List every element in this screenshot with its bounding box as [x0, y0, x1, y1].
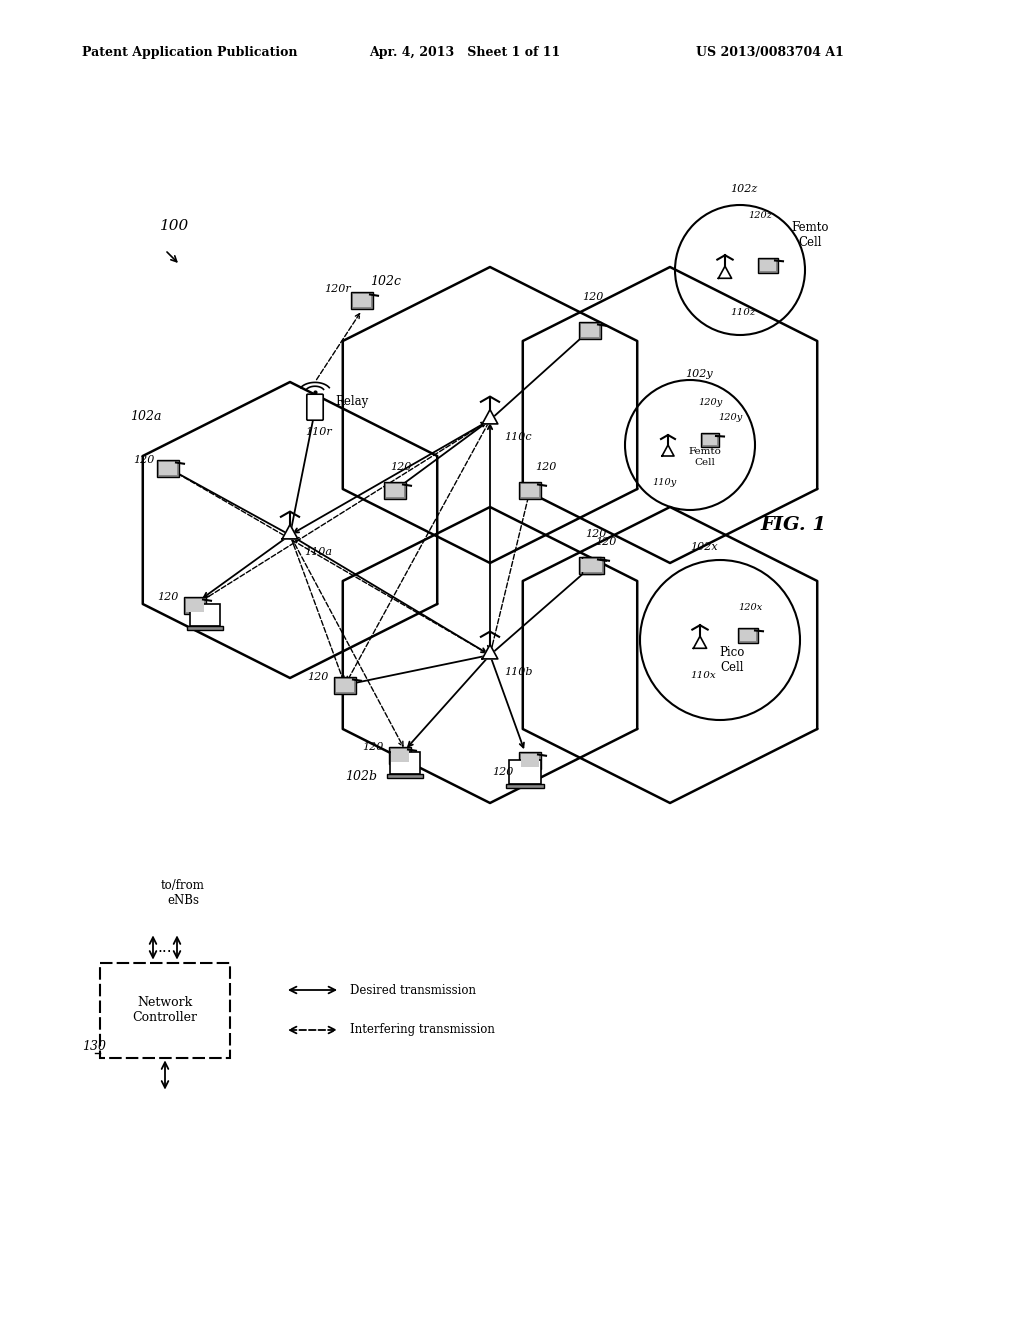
Bar: [519, 482, 541, 499]
Bar: [389, 747, 411, 763]
Text: ...: ...: [158, 940, 172, 954]
Text: Relay: Relay: [335, 395, 369, 408]
Bar: [758, 257, 778, 272]
Bar: [509, 760, 541, 784]
Bar: [521, 754, 539, 767]
Bar: [159, 462, 177, 474]
Bar: [386, 483, 404, 496]
Polygon shape: [662, 445, 674, 455]
Text: 100: 100: [160, 219, 189, 234]
Bar: [187, 626, 223, 630]
Polygon shape: [283, 524, 298, 539]
Text: 120: 120: [595, 537, 616, 546]
Text: Pico
Cell: Pico Cell: [719, 645, 744, 675]
Text: 120y: 120y: [698, 399, 722, 407]
Bar: [391, 748, 409, 762]
Bar: [582, 557, 604, 573]
Text: 110z: 110z: [730, 308, 756, 317]
Bar: [336, 678, 354, 692]
Text: 102x: 102x: [690, 543, 718, 552]
Text: Interfering transmission: Interfering transmission: [350, 1023, 495, 1036]
FancyBboxPatch shape: [307, 395, 324, 420]
Text: FIG. 1: FIG. 1: [760, 516, 826, 535]
Bar: [384, 482, 406, 499]
Text: 110x: 110x: [690, 671, 716, 680]
Bar: [579, 322, 601, 338]
Bar: [760, 260, 776, 271]
Polygon shape: [693, 636, 707, 648]
Bar: [701, 433, 719, 447]
Text: 110b: 110b: [504, 667, 532, 677]
Text: 102y: 102y: [685, 370, 713, 379]
Text: 102a: 102a: [130, 411, 162, 422]
Text: 120: 120: [585, 529, 606, 539]
Bar: [521, 483, 539, 496]
Bar: [738, 627, 758, 643]
Text: 120: 120: [492, 767, 513, 777]
Bar: [157, 459, 179, 477]
Text: 120: 120: [157, 591, 178, 602]
Bar: [703, 436, 717, 445]
Text: 120: 120: [133, 455, 155, 465]
Text: Patent Application Publication: Patent Application Publication: [82, 46, 297, 59]
Text: 110r: 110r: [305, 426, 332, 437]
Text: 120: 120: [535, 462, 556, 473]
Text: 120: 120: [582, 292, 603, 302]
Bar: [519, 751, 541, 768]
Text: 110y: 110y: [652, 478, 676, 487]
Text: 102c: 102c: [370, 275, 401, 288]
Polygon shape: [482, 409, 498, 424]
Bar: [584, 558, 602, 572]
Bar: [581, 323, 599, 337]
Bar: [184, 597, 206, 614]
Polygon shape: [482, 644, 498, 659]
Bar: [353, 293, 371, 306]
Text: to/from
eNBs: to/from eNBs: [161, 879, 205, 908]
Text: 120z: 120z: [748, 211, 772, 220]
FancyBboxPatch shape: [100, 962, 230, 1057]
Text: Desired transmission: Desired transmission: [350, 983, 476, 997]
Bar: [390, 752, 420, 774]
Text: Femto
Cell: Femto Cell: [688, 447, 722, 467]
Bar: [581, 558, 599, 572]
Text: Apr. 4, 2013   Sheet 1 of 11: Apr. 4, 2013 Sheet 1 of 11: [369, 46, 560, 59]
Text: 120: 120: [390, 462, 412, 473]
Bar: [351, 292, 373, 309]
Bar: [506, 784, 544, 788]
Bar: [334, 676, 356, 693]
Text: 120y: 120y: [718, 413, 742, 422]
Text: US 2013/0083704 A1: US 2013/0083704 A1: [696, 46, 844, 59]
Text: 130: 130: [82, 1040, 106, 1052]
Text: 110a: 110a: [304, 546, 332, 557]
Text: 110c: 110c: [504, 432, 531, 442]
Text: 120: 120: [362, 742, 383, 752]
Text: Femto
Cell: Femto Cell: [792, 220, 828, 249]
Polygon shape: [719, 267, 731, 279]
Text: Network
Controller: Network Controller: [132, 997, 198, 1024]
Bar: [186, 598, 204, 611]
Text: 120r: 120r: [324, 284, 351, 294]
Text: 120x: 120x: [738, 603, 762, 612]
Text: 120: 120: [307, 672, 329, 682]
Bar: [740, 630, 756, 640]
Bar: [190, 605, 220, 626]
Bar: [387, 774, 423, 777]
Bar: [579, 557, 601, 573]
Text: 102b: 102b: [345, 770, 377, 783]
Text: 102z: 102z: [730, 183, 758, 194]
